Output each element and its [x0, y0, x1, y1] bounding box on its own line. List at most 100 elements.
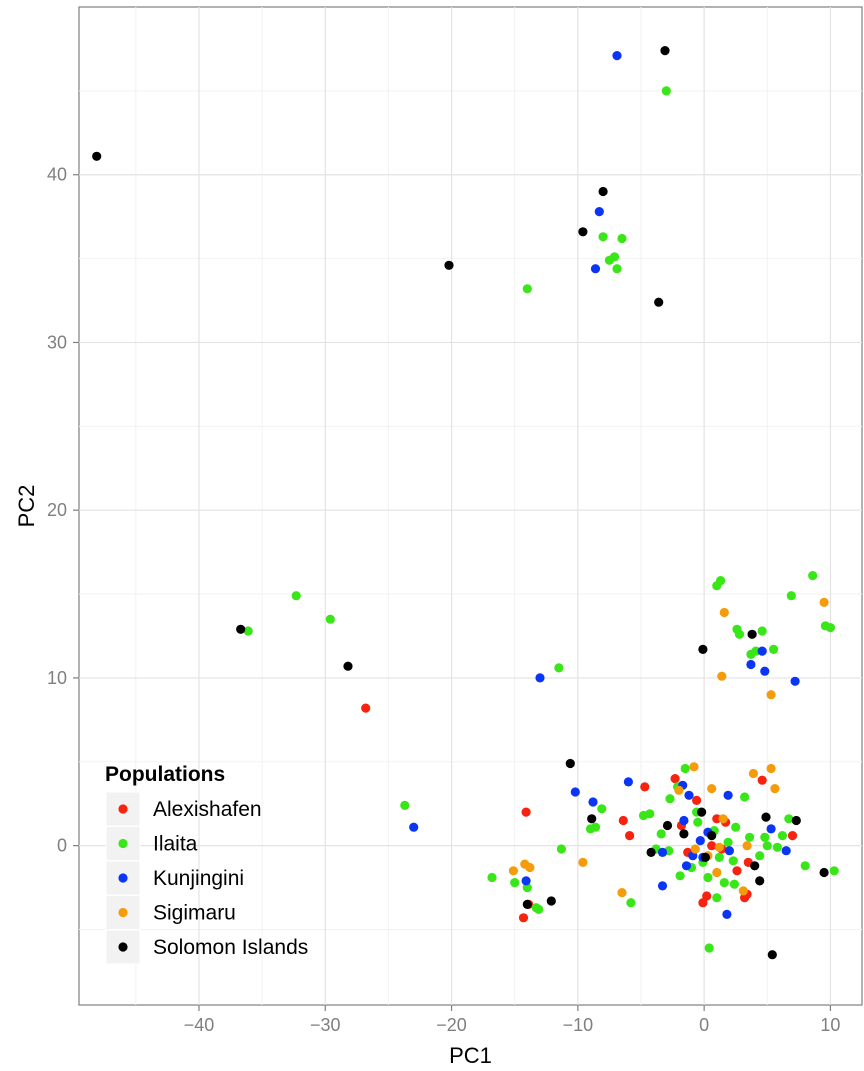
point-ilaita — [617, 233, 627, 244]
point-ilaita — [604, 255, 615, 265]
point-ilaita — [751, 646, 761, 656]
point-ilaita — [714, 852, 724, 863]
legend-key-solomon-islands — [118, 942, 128, 952]
point-ilaita — [825, 623, 836, 633]
point-kunjingini — [681, 861, 692, 871]
point-alexishafen — [732, 866, 742, 876]
point-kunjingini — [657, 881, 668, 891]
y-tick-label: 0 — [57, 836, 67, 856]
point-sigimaru — [674, 785, 684, 795]
point-solomon-islands — [662, 820, 673, 831]
point-ilaita — [719, 878, 729, 888]
point-sigimaru — [714, 842, 724, 852]
point-alexishafen — [692, 795, 702, 806]
point-ilaita — [757, 626, 767, 636]
point-ilaita — [325, 614, 335, 624]
y-axis-title: PC2 — [14, 485, 39, 528]
legend-label: Alexishafen — [153, 798, 262, 821]
point-ilaita — [585, 824, 596, 834]
point-kunjingini — [409, 822, 419, 832]
point-alexishafen — [618, 815, 628, 826]
point-solomon-islands — [546, 896, 556, 906]
point-solomon-islands — [707, 831, 717, 841]
point-ilaita — [522, 284, 532, 294]
x-tick-label: −30 — [310, 1015, 341, 1035]
legend-key-kunjingini — [118, 873, 128, 883]
y-axis-ticks: 0 10 20 30 40 — [47, 165, 79, 856]
legend-key-box — [105, 895, 141, 930]
legend-key-alexishafen — [118, 804, 128, 814]
point-kunjingini — [781, 846, 791, 856]
plot-panel — [78, 6, 863, 1006]
point-ilaita — [693, 817, 703, 827]
point-sigimaru — [766, 763, 776, 774]
point-sigimaru — [718, 814, 728, 824]
point-sigimaru — [712, 867, 722, 878]
point-sigimaru — [742, 841, 752, 851]
point-kunjingini — [588, 797, 598, 807]
point-solomon-islands — [767, 950, 777, 960]
point-ilaita — [400, 800, 410, 811]
point-sigimaru — [748, 768, 759, 779]
point-solomon-islands — [679, 829, 689, 839]
point-kunjingini — [570, 787, 580, 797]
x-axis-ticks: −40 −30 −20 −10 0 10 — [184, 1005, 840, 1035]
x-tick-label: −40 — [184, 1015, 215, 1035]
point-solomon-islands — [747, 629, 757, 639]
point-ilaita — [740, 792, 750, 802]
y-tick-label: 10 — [47, 668, 67, 688]
point-ilaita — [716, 576, 726, 586]
point-ilaita — [291, 591, 301, 601]
point-ilaita — [829, 866, 839, 876]
point-sigimaru — [719, 607, 729, 618]
point-ilaita — [731, 822, 741, 832]
point-sigimaru — [508, 866, 518, 876]
point-sigimaru — [738, 886, 748, 896]
point-sigimaru — [766, 690, 776, 700]
point-ilaita — [745, 832, 755, 842]
point-kunjingini — [746, 659, 756, 670]
point-kunjingini — [695, 836, 705, 846]
y-tick-label: 40 — [47, 165, 67, 185]
point-alexishafen — [625, 831, 635, 841]
point-ilaita — [808, 571, 818, 581]
point-kunjingini — [521, 876, 531, 886]
point-kunjingini — [723, 790, 733, 800]
point-ilaita — [675, 871, 685, 881]
point-solomon-islands — [755, 876, 765, 886]
x-tick-label: −20 — [436, 1015, 467, 1035]
point-solomon-islands — [578, 227, 588, 237]
point-alexishafen — [521, 807, 531, 817]
point-ilaita — [769, 644, 779, 655]
point-ilaita — [729, 879, 740, 889]
point-alexishafen — [712, 814, 722, 824]
x-tick-label: −10 — [563, 1015, 594, 1035]
data-points — [92, 46, 839, 960]
point-solomon-islands — [565, 758, 575, 769]
point-kunjingini — [590, 264, 601, 274]
point-sigimaru — [578, 857, 588, 868]
point-solomon-islands — [700, 852, 711, 863]
point-ilaita — [800, 861, 810, 871]
point-kunjingini — [657, 847, 668, 858]
legend-label: Sigimaru — [153, 902, 236, 925]
point-solomon-islands — [646, 847, 656, 858]
y-tick-label: 20 — [47, 500, 67, 520]
point-alexishafen — [757, 775, 767, 785]
point-ilaita — [712, 893, 722, 903]
point-ilaita — [703, 872, 713, 883]
point-ilaita — [661, 86, 671, 96]
point-sigimaru — [819, 597, 829, 608]
point-ilaita — [755, 851, 765, 861]
point-sigimaru — [707, 784, 717, 794]
point-solomon-islands — [761, 812, 771, 822]
point-ilaita — [784, 814, 794, 824]
legend-label: Ilaita — [153, 833, 198, 856]
point-solomon-islands — [660, 46, 670, 56]
point-ilaita — [510, 878, 520, 888]
point-kunjingini — [535, 673, 545, 683]
point-ilaita — [598, 232, 608, 242]
x-tick-label: 10 — [820, 1015, 840, 1035]
point-sigimaru — [689, 762, 699, 772]
